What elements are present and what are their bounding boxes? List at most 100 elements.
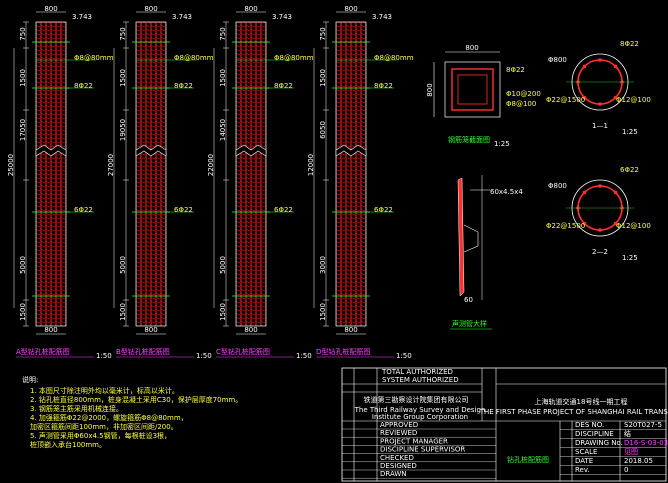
rebar-dot — [613, 95, 618, 100]
label: 8Φ22 — [174, 82, 193, 90]
label: 3.743 — [372, 13, 392, 21]
label: DRAWN — [380, 470, 407, 478]
label: REVIEWED — [380, 429, 417, 437]
label: 750 — [219, 27, 227, 40]
label: 8Φ22 — [74, 82, 93, 90]
label: Φ8@80mm — [274, 54, 314, 62]
label: DESIGNED — [380, 462, 417, 470]
label: TOTAL AUTHORIZED — [381, 368, 453, 376]
rebar-dot — [613, 64, 618, 69]
label: 8Φ22 — [274, 82, 293, 90]
label: 800 — [44, 5, 57, 13]
label: Φ800 — [548, 182, 567, 190]
rebar-dot — [582, 64, 587, 69]
label: 铁道第三勘察设计院集团有限公司 — [364, 395, 469, 404]
label: Φ800 — [548, 56, 567, 64]
label: S20T027-5 — [624, 421, 662, 429]
rebar-dot — [613, 221, 618, 226]
rebar-dot — [582, 190, 587, 195]
label: 1. 本图尺寸除注明外均以毫米计，标高以米计。 — [30, 386, 179, 395]
title-block — [341, 367, 667, 482]
cage-rebar — [451, 68, 494, 111]
label: Φ8@80mm — [174, 54, 214, 62]
label: 1500 — [319, 69, 327, 87]
label: 钻孔桩配筋图 — [507, 455, 549, 464]
label: 800 — [244, 5, 257, 13]
label: Φ8@80mm — [74, 54, 114, 62]
label: Φ22@1500 — [546, 96, 585, 104]
label: 60x4.5x4 — [490, 188, 523, 196]
rebar-dot — [598, 228, 602, 232]
label: 6Φ22 — [74, 206, 93, 214]
cage-outline — [444, 61, 501, 118]
rebar-dot — [598, 58, 602, 62]
label: The Third Railway Survey and Design — [354, 406, 486, 414]
rebar-dot — [598, 102, 602, 106]
label: 750 — [19, 27, 27, 40]
label: 钢筋笼截面图 — [448, 135, 490, 144]
label: 800 — [344, 326, 357, 334]
label: 22000 — [207, 154, 215, 176]
label: 8Φ22 — [620, 40, 639, 48]
pile-cage — [135, 21, 167, 327]
label: DES NO. — [575, 421, 604, 429]
tube-joint — [463, 224, 479, 253]
label: A型钻孔桩配筋图 — [16, 347, 70, 356]
label: 800 — [465, 44, 478, 52]
label: 6Φ22 — [620, 166, 639, 174]
label: APPROVED — [380, 421, 418, 429]
label: 2. 钻孔桩直径800mm，桩身混凝土采用C30，保护层厚度70mm。 — [30, 395, 242, 404]
label: 3. 钢筋笼主筋采用机械连接。 — [30, 404, 123, 413]
label: 27000 — [107, 154, 115, 176]
label: 0 — [624, 466, 628, 474]
label: 1:50 — [96, 352, 112, 360]
label: 5. 声测管采用Φ60x4.5钢管，每根桩设3根， — [30, 431, 171, 440]
label: 5000 — [19, 256, 27, 274]
label: PROJECT MANAGER — [380, 437, 448, 445]
label: 800 — [144, 5, 157, 13]
break-mark — [335, 144, 367, 157]
label: DISCIPLINE SUPERVISOR — [380, 446, 465, 454]
label: C型钻孔桩配筋图 — [216, 347, 270, 356]
label: DATE — [575, 457, 593, 465]
label: 5000 — [119, 256, 127, 274]
label: 3000 — [319, 256, 327, 274]
break-mark — [235, 144, 267, 157]
label: 1—1 — [592, 122, 608, 130]
label: 1500 — [19, 69, 27, 87]
label: 加密区箍筋间距100mm，非加密区间距/200。 — [30, 422, 178, 431]
label: 2018.05 — [624, 457, 653, 465]
break-mark — [135, 144, 167, 157]
label: SCALE — [575, 448, 597, 456]
label: 800 — [244, 326, 257, 334]
label: THE FIRST PHASE PROJECT OF SHANGHAI RAIL… — [479, 408, 668, 416]
label: Φ12@100 — [616, 222, 651, 230]
label: Φ12@100 — [616, 96, 651, 104]
label: 2—2 — [592, 248, 608, 256]
label: 17050 — [19, 119, 27, 141]
label: 见图 — [624, 448, 638, 456]
label: 25000 — [7, 154, 15, 176]
label: Φ8@80mm — [374, 54, 414, 62]
label: 8Φ22 — [506, 66, 525, 74]
label: 800 — [344, 5, 357, 13]
rebar-dot — [613, 190, 618, 195]
pile-cage — [335, 21, 367, 327]
label: 4. 加强箍筋Φ22@2000，螺旋箍筋Φ8@80mm， — [30, 413, 188, 422]
label: 1500 — [219, 303, 227, 321]
label: 结 — [624, 429, 631, 438]
label: 声测管大样 — [452, 319, 487, 328]
break-mark — [35, 144, 67, 157]
label: 14050 — [219, 119, 227, 141]
label: 19050 — [119, 119, 127, 141]
label: 3.743 — [72, 13, 92, 21]
label: 5000 — [219, 256, 227, 274]
label: B型钻孔桩配筋图 — [116, 347, 170, 356]
label: D型钻孔桩配筋图 — [316, 347, 370, 356]
label: 6Φ22 — [374, 206, 393, 214]
label: 8Φ22 — [374, 82, 393, 90]
rebar-dot — [582, 221, 587, 226]
label: D16-S-03-033 — [624, 439, 668, 447]
